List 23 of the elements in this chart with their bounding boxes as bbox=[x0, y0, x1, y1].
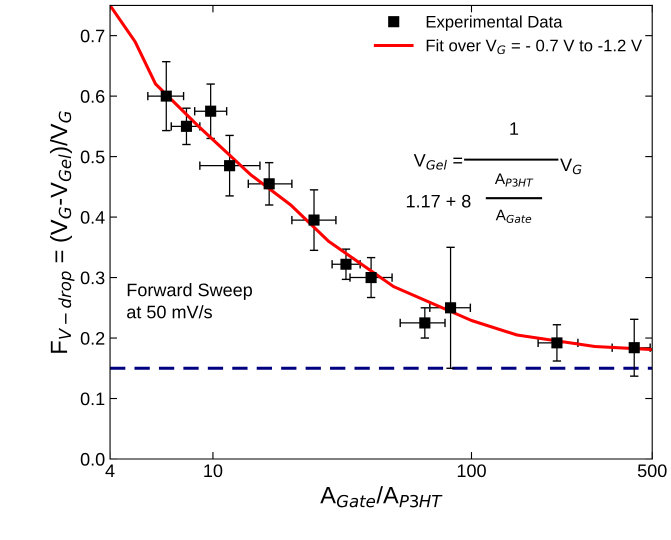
x-tick-label: 4 bbox=[105, 464, 115, 477]
y-tick-label: 0.7 bbox=[80, 30, 104, 42]
annotation: A$_{Gate}$ bbox=[496, 210, 532, 223]
annotation: 1 bbox=[510, 122, 518, 135]
y-tick-label: 0.3 bbox=[80, 271, 104, 284]
y-tick-label: 0.2 bbox=[80, 332, 104, 345]
annotation: 1.17 + 8 bbox=[406, 194, 470, 208]
y-tick-label: 0.0 bbox=[80, 452, 104, 466]
annotation: V$_{Gel}$ = bbox=[414, 154, 462, 170]
y-axis-title: F$_{V−drop}$ = (V$_{G}$-V$_{Gel}$)/V$_{G}$ bbox=[50, 111, 74, 353]
y-tick-label: 0.4 bbox=[80, 211, 105, 224]
y-tick-label: 0.6 bbox=[80, 90, 104, 103]
annotation: A$_{P3HT}$ bbox=[494, 173, 534, 187]
annotation: Forward Sweep at 50 mV/s bbox=[127, 283, 252, 318]
x-tick-label: 10 bbox=[204, 464, 222, 478]
legend-label: Fit over V$_{G}$ = - 0.7 V to -1.2 V bbox=[426, 39, 642, 54]
y-tick-label: 0.1 bbox=[80, 392, 104, 406]
x-tick-label: 500 bbox=[638, 464, 667, 478]
x-axis-title: A$_{Gate}$/A$_{P3HT}$ bbox=[320, 486, 442, 508]
legend-label: Experimental Data bbox=[426, 15, 562, 31]
annotation: V$_{G}$ bbox=[560, 158, 582, 174]
x-tick-label: 100 bbox=[458, 464, 486, 478]
y-tick-label: 0.5 bbox=[80, 150, 104, 164]
